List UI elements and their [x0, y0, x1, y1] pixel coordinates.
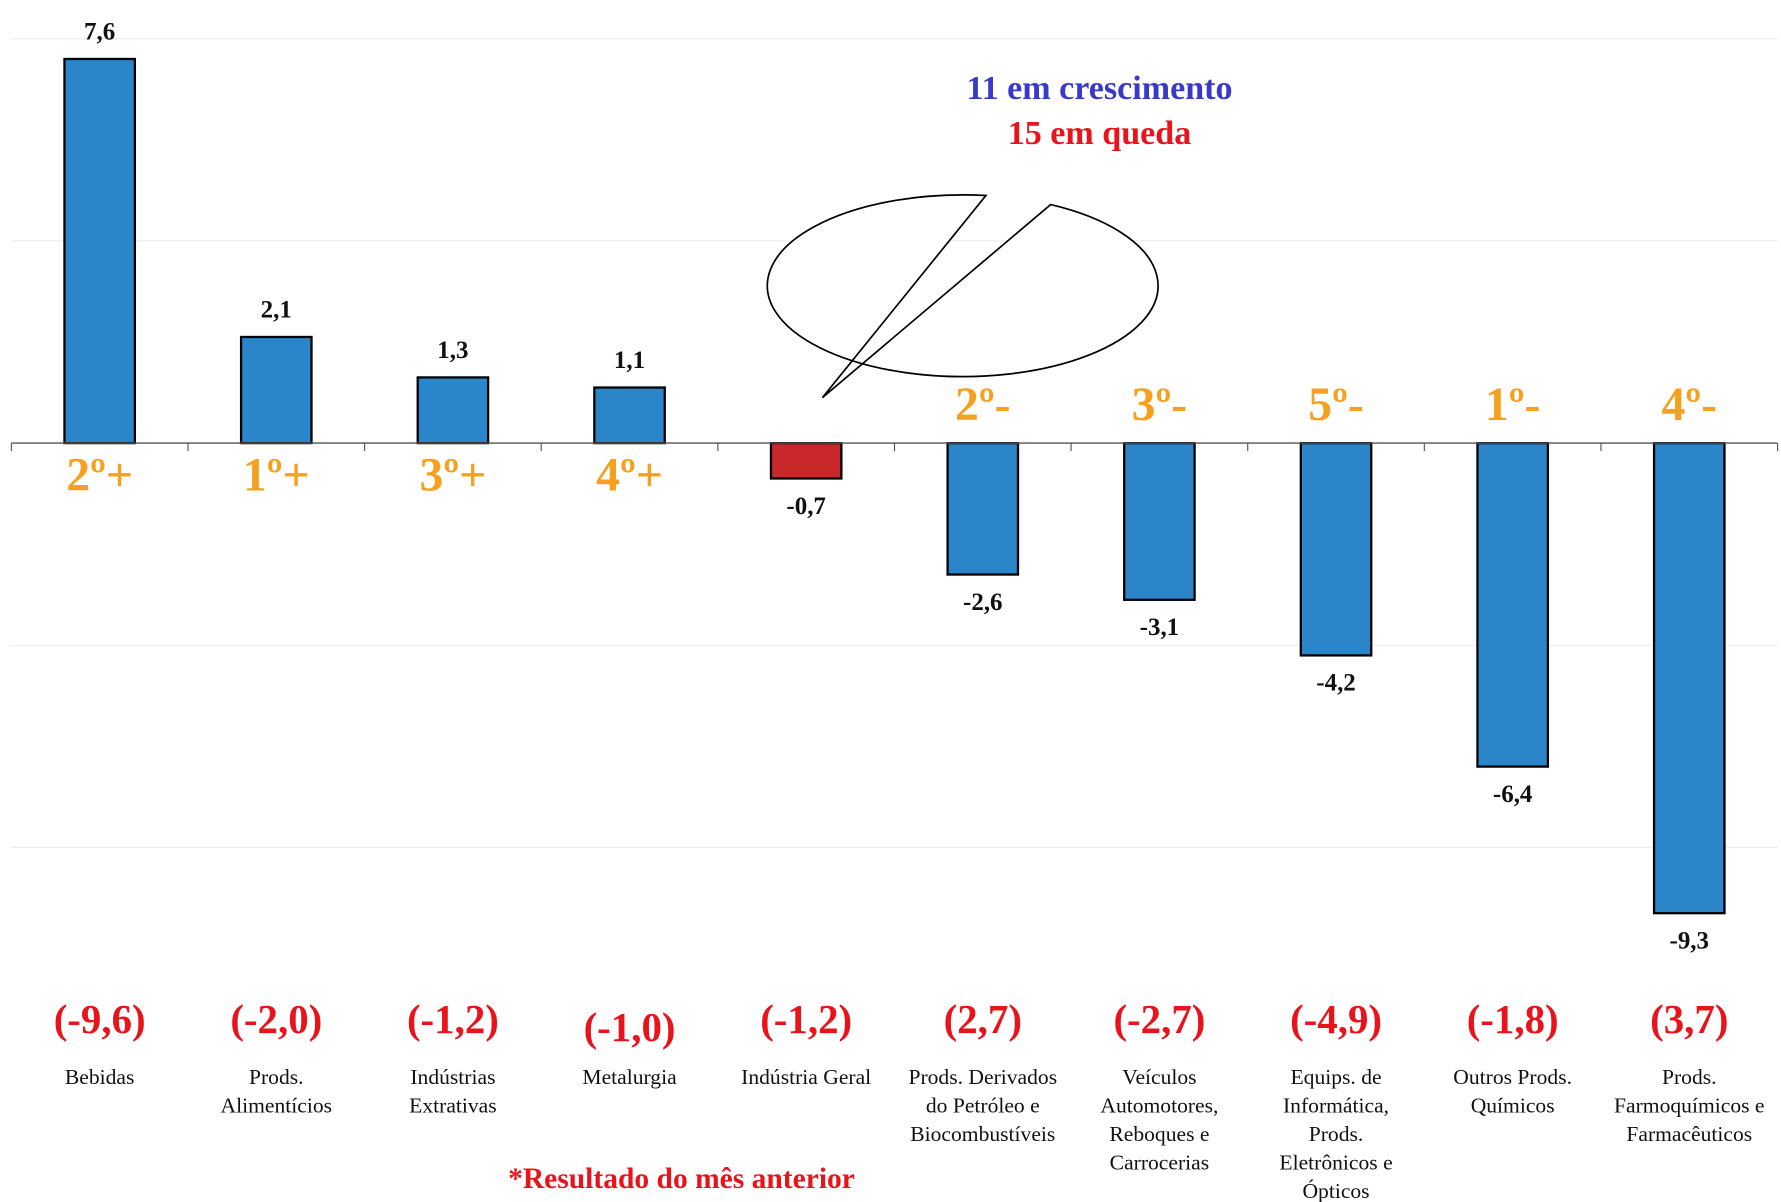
value-label: 2,1 [261, 297, 292, 324]
bar [1476, 441, 1550, 768]
bar [416, 376, 490, 445]
previous-label: (3,7) [1650, 997, 1728, 1042]
callout-line: 11 em crescimento [966, 70, 1232, 107]
value-label: -9,3 [1670, 927, 1710, 954]
previous-label: (-9,6) [54, 997, 146, 1042]
rank-label: 3º+ [420, 448, 487, 501]
rank-label: 5º- [1308, 378, 1363, 431]
rank-label: 1º+ [243, 448, 310, 501]
bar [239, 335, 313, 445]
bar [1123, 441, 1196, 601]
bar [63, 57, 137, 445]
x-tick-label: Prods. Derivados do Petróleo e Biocombustí… [908, 1065, 1057, 1146]
bar [946, 441, 1020, 576]
x-tick-label: Indústrias Extrativas [409, 1065, 496, 1117]
value-label: -2,6 [963, 589, 1003, 616]
value-label: -4,2 [1316, 670, 1356, 697]
previous-label: (-1,2) [407, 997, 499, 1042]
rank-label: 4º+ [596, 448, 663, 501]
rank-label: 2º+ [66, 448, 133, 501]
x-tick-label: Metalurgia [582, 1065, 677, 1089]
value-label: -0,7 [786, 493, 826, 520]
previous-label: (-4,9) [1290, 997, 1382, 1042]
previous-label: (-1,2) [760, 997, 852, 1042]
previous-label: (-1,0) [584, 1005, 676, 1050]
x-tick-label: Veículos Automotores, Reboques e Carroceria… [1100, 1065, 1218, 1174]
x-tick-label: Equips. de Informática, Prods. Eletrônicos … [1279, 1065, 1392, 1202]
previous-label: (-2,0) [230, 997, 322, 1042]
rank-label: 3º- [1132, 378, 1187, 431]
bar [1652, 441, 1726, 915]
previous-label: (-2,7) [1113, 997, 1205, 1042]
x-tick-label: Prods. Farmoquímicos e Farmacêuticos [1614, 1065, 1764, 1146]
bar [593, 386, 666, 445]
rank-label: 1º- [1485, 378, 1540, 431]
x-tick-label: Indústria Geral [741, 1065, 871, 1089]
previous-label: (2,7) [944, 997, 1022, 1042]
value-label: 7,6 [84, 19, 115, 46]
rank-label: 4º- [1662, 378, 1717, 431]
bar [769, 441, 843, 480]
x-tick-label: Bebidas [65, 1065, 135, 1089]
callout-line: 15 em queda [1008, 115, 1192, 152]
value-label: -6,4 [1493, 781, 1533, 808]
bar [1299, 441, 1373, 657]
value-label: -3,1 [1140, 614, 1180, 641]
value-label: 1,1 [614, 347, 645, 374]
previous-label: (-1,8) [1467, 997, 1559, 1042]
callout-bubble [766, 194, 1159, 399]
value-label: 1,3 [437, 337, 468, 364]
rank-label: 2º- [955, 378, 1010, 431]
x-tick-label: Outros Prods. Químicos [1453, 1065, 1572, 1117]
x-tick-label: Prods. Alimentícios [221, 1065, 332, 1117]
footnote: *Resultado do mês anterior [508, 1163, 855, 1195]
